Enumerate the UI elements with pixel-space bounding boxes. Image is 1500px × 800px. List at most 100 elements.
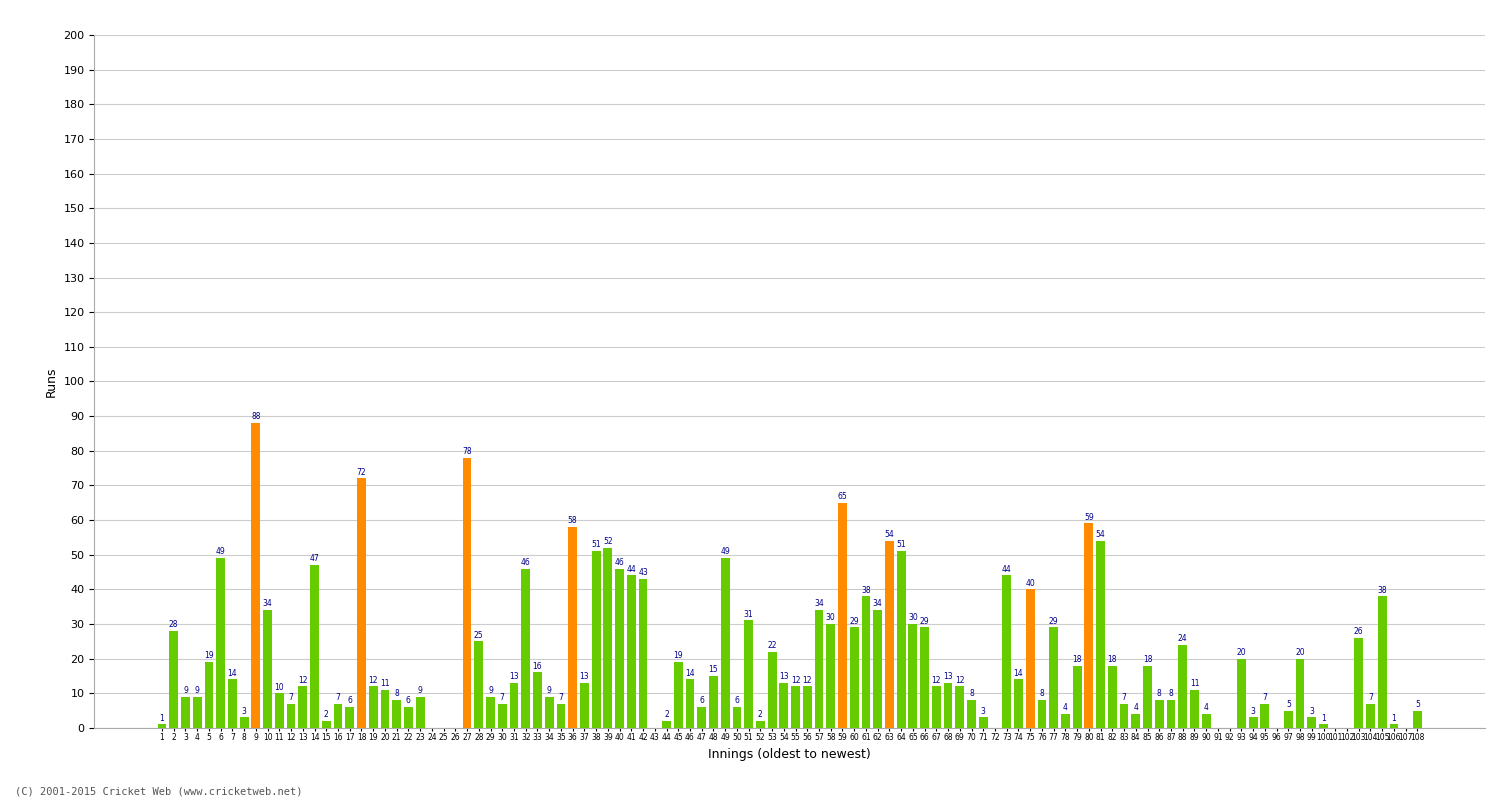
Text: 46: 46 bbox=[520, 558, 531, 566]
Bar bbox=[333, 704, 342, 728]
Bar bbox=[1108, 666, 1116, 728]
Bar bbox=[1014, 679, 1023, 728]
Text: 15: 15 bbox=[708, 665, 718, 674]
Bar bbox=[298, 686, 307, 728]
Bar bbox=[204, 662, 213, 728]
Bar bbox=[1190, 690, 1198, 728]
Text: 43: 43 bbox=[638, 568, 648, 577]
Text: 9: 9 bbox=[417, 686, 423, 695]
Text: 51: 51 bbox=[591, 541, 602, 550]
Bar bbox=[369, 686, 378, 728]
Bar bbox=[1038, 700, 1047, 728]
Text: 12: 12 bbox=[932, 675, 940, 685]
Text: 5: 5 bbox=[1286, 700, 1292, 709]
Bar bbox=[920, 627, 928, 728]
Text: 44: 44 bbox=[1002, 565, 1011, 574]
Text: 14: 14 bbox=[228, 669, 237, 678]
Bar bbox=[861, 596, 870, 728]
Bar bbox=[1413, 710, 1422, 728]
Text: 19: 19 bbox=[674, 651, 682, 660]
Bar bbox=[1026, 590, 1035, 728]
Bar bbox=[580, 683, 590, 728]
Text: 11: 11 bbox=[380, 679, 390, 688]
Bar bbox=[1284, 710, 1293, 728]
Bar bbox=[956, 686, 964, 728]
Text: 26: 26 bbox=[1354, 627, 1364, 636]
Text: 6: 6 bbox=[406, 696, 411, 706]
Text: 3: 3 bbox=[1310, 706, 1314, 716]
Bar bbox=[662, 721, 670, 728]
Text: 30: 30 bbox=[827, 614, 836, 622]
Text: 8: 8 bbox=[1040, 690, 1044, 698]
Bar bbox=[1131, 714, 1140, 728]
Text: 13: 13 bbox=[579, 672, 590, 681]
Text: 2: 2 bbox=[664, 710, 669, 719]
Bar bbox=[1096, 541, 1106, 728]
Text: 12: 12 bbox=[956, 675, 964, 685]
Bar bbox=[698, 707, 706, 728]
Text: 20: 20 bbox=[1236, 648, 1246, 657]
Bar bbox=[768, 652, 777, 728]
Text: 54: 54 bbox=[885, 530, 894, 539]
Bar bbox=[194, 697, 201, 728]
Text: 49: 49 bbox=[720, 547, 730, 556]
Text: 25: 25 bbox=[474, 630, 483, 639]
Text: 9: 9 bbox=[546, 686, 552, 695]
Text: 18: 18 bbox=[1107, 654, 1118, 664]
Bar bbox=[322, 721, 330, 728]
Bar bbox=[897, 551, 906, 728]
Bar bbox=[274, 694, 284, 728]
Text: 49: 49 bbox=[216, 547, 225, 556]
Bar bbox=[1084, 523, 1094, 728]
Bar bbox=[732, 707, 741, 728]
Bar bbox=[603, 548, 612, 728]
Bar bbox=[510, 683, 519, 728]
Text: 2: 2 bbox=[758, 710, 762, 719]
Bar bbox=[544, 697, 554, 728]
Text: 13: 13 bbox=[944, 672, 952, 681]
Bar bbox=[286, 704, 296, 728]
Bar bbox=[1366, 704, 1376, 728]
Text: (C) 2001-2015 Cricket Web (www.cricketweb.net): (C) 2001-2015 Cricket Web (www.cricketwe… bbox=[15, 786, 303, 796]
Text: 88: 88 bbox=[251, 412, 261, 422]
Bar bbox=[710, 676, 718, 728]
Bar bbox=[1260, 704, 1269, 728]
Text: 72: 72 bbox=[357, 468, 366, 477]
Bar bbox=[944, 683, 952, 728]
Bar bbox=[404, 707, 412, 728]
Bar bbox=[416, 697, 424, 728]
Bar bbox=[885, 541, 894, 728]
Bar bbox=[228, 679, 237, 728]
Bar bbox=[968, 700, 976, 728]
Bar bbox=[568, 527, 578, 728]
Text: 78: 78 bbox=[462, 447, 472, 456]
Bar bbox=[1002, 575, 1011, 728]
Bar bbox=[310, 565, 320, 728]
Text: 19: 19 bbox=[204, 651, 214, 660]
Text: 6: 6 bbox=[735, 696, 740, 706]
Bar bbox=[252, 423, 261, 728]
Text: 13: 13 bbox=[509, 672, 519, 681]
Text: 28: 28 bbox=[170, 620, 178, 629]
Bar bbox=[345, 707, 354, 728]
Bar bbox=[932, 686, 940, 728]
Bar bbox=[1238, 658, 1246, 728]
Bar bbox=[802, 686, 812, 728]
Text: 65: 65 bbox=[837, 492, 848, 501]
Text: 14: 14 bbox=[1014, 669, 1023, 678]
Bar bbox=[1060, 714, 1070, 728]
Bar bbox=[262, 610, 272, 728]
Bar bbox=[357, 478, 366, 728]
Text: 59: 59 bbox=[1084, 513, 1094, 522]
Bar bbox=[381, 690, 390, 728]
Text: 12: 12 bbox=[802, 675, 812, 685]
Text: 6: 6 bbox=[699, 696, 703, 706]
Bar bbox=[873, 610, 882, 728]
Text: 9: 9 bbox=[195, 686, 200, 695]
Bar bbox=[615, 569, 624, 728]
Text: 51: 51 bbox=[897, 541, 906, 550]
Bar bbox=[1072, 666, 1082, 728]
Bar bbox=[474, 642, 483, 728]
Text: 46: 46 bbox=[615, 558, 624, 566]
Text: 14: 14 bbox=[686, 669, 694, 678]
